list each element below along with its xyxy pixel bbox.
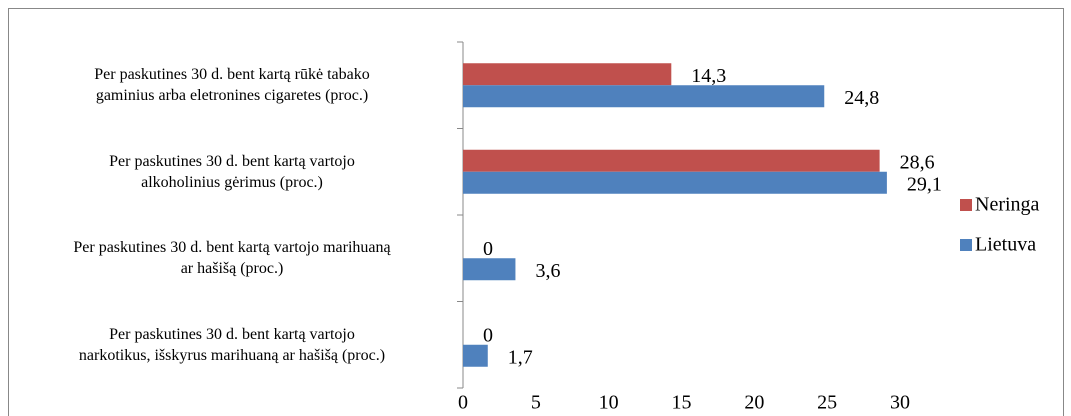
bar [463, 344, 488, 367]
category-label: Per paskutines 30 d. bent kartą vartojo … [78, 325, 386, 364]
x-tick-label: 5 [531, 392, 541, 414]
bar [463, 171, 887, 194]
data-label: 24,8 [844, 87, 879, 109]
x-tick-label: 25 [817, 392, 837, 414]
data-label: 3,6 [535, 260, 560, 282]
x-tick-label: 15 [672, 392, 692, 414]
category-label: Per paskutines 30 d. bent kartą vartojo … [109, 152, 355, 191]
bar [463, 85, 825, 108]
legend-label: Neringa [975, 194, 1040, 216]
x-tick-label: 30 [890, 392, 910, 414]
data-label: 1,7 [508, 346, 533, 368]
bar [463, 63, 672, 86]
data-label: 29,1 [907, 173, 942, 195]
data-label: 14,3 [691, 65, 726, 87]
x-tick-label: 10 [599, 392, 619, 414]
data-label: 0 [483, 324, 493, 346]
legend-swatch [960, 199, 972, 211]
data-label: 28,6 [900, 151, 935, 173]
legend-swatch [960, 239, 972, 251]
legend-label: Lietuva [975, 234, 1036, 256]
category-label: Per paskutines 30 d. bent kartą rūkė tab… [94, 66, 370, 105]
category-label: Per paskutines 30 d. bent kartą vartojo … [73, 239, 391, 278]
frame [8, 8, 1064, 416]
data-label: 0 [483, 238, 493, 260]
x-tick-label: 20 [744, 392, 764, 414]
x-tick-label: 0 [458, 392, 468, 414]
bar [463, 149, 880, 172]
bar [463, 258, 516, 281]
